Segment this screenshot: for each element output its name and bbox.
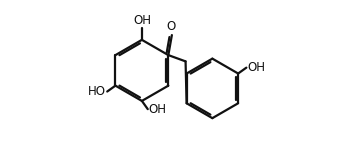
Text: OH: OH [133,14,151,27]
Text: O: O [166,20,176,33]
Text: HO: HO [88,85,106,98]
Text: OH: OH [149,103,167,116]
Text: OH: OH [247,61,265,74]
